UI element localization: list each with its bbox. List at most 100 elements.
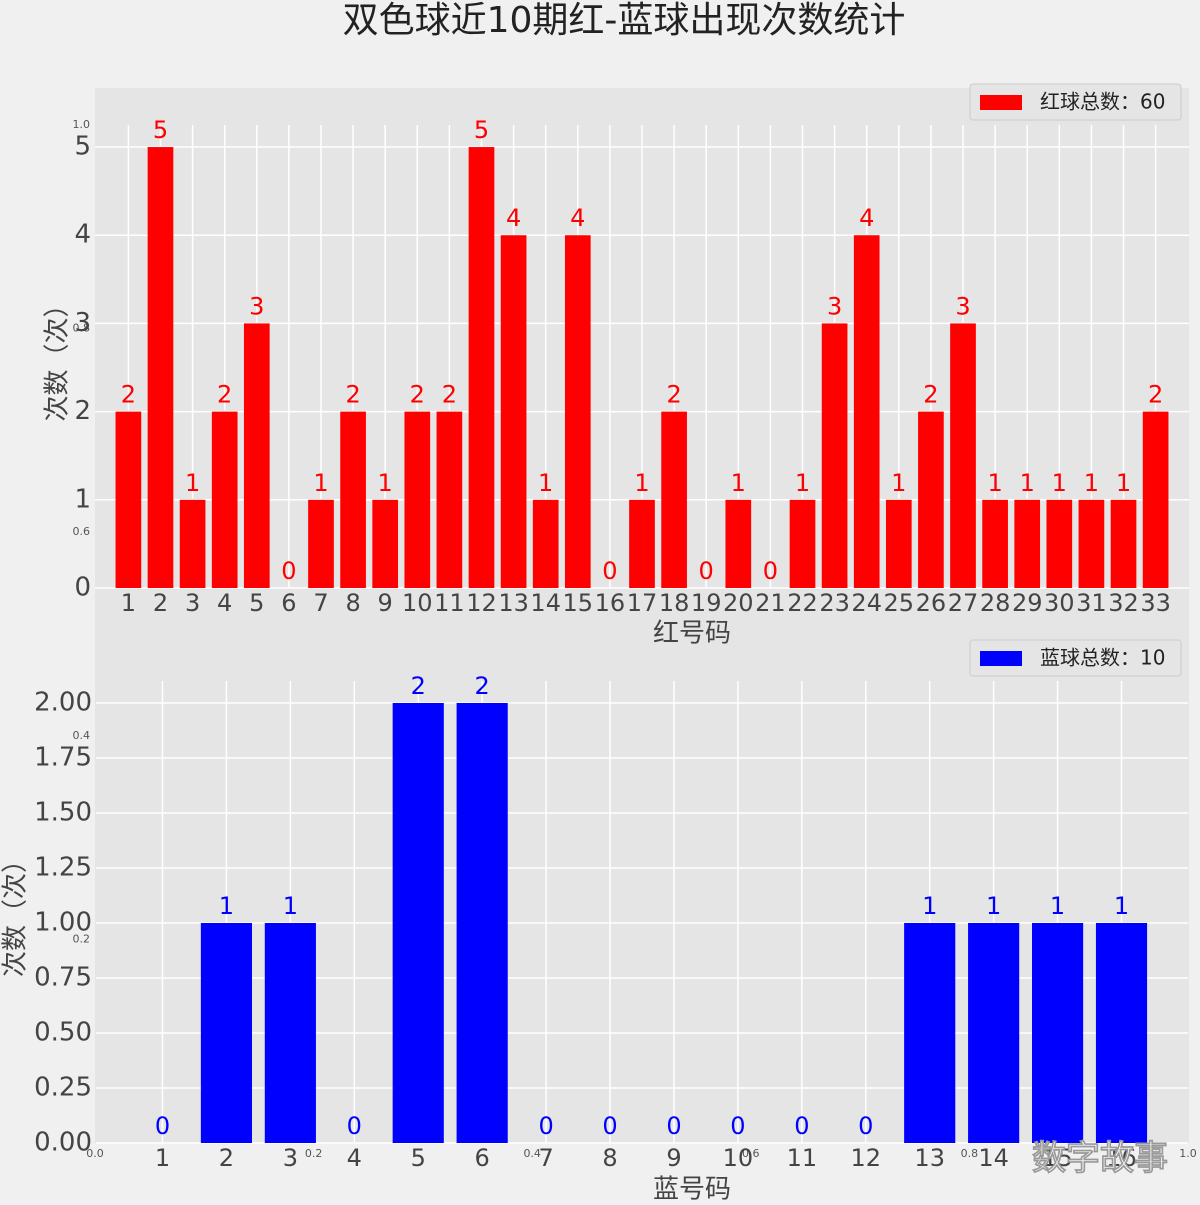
bar xyxy=(968,923,1020,1143)
bar xyxy=(904,923,956,1143)
bar xyxy=(789,499,816,588)
y-tick-label: 1.00 xyxy=(34,908,92,938)
value-label: 1 xyxy=(987,469,1002,497)
value-label: 2 xyxy=(475,672,490,700)
legend-label: 蓝球总数：10 xyxy=(1040,646,1165,670)
x-tick-label: 29 xyxy=(1012,589,1043,617)
x-tick-label: 6 xyxy=(281,589,296,617)
x-tick-label: 20 xyxy=(723,589,754,617)
bar xyxy=(661,411,687,588)
value-label: 1 xyxy=(313,469,328,497)
bg-y-tick-label: 0.6 xyxy=(73,525,91,538)
y-tick-label: 2 xyxy=(74,396,91,426)
value-label: 3 xyxy=(955,292,970,320)
x-tick-label: 15 xyxy=(563,589,594,617)
x-tick-label: 12 xyxy=(850,1144,881,1172)
x-tick-label: 10 xyxy=(402,589,433,617)
bar xyxy=(179,499,206,588)
y-tick-label: 1.75 xyxy=(34,743,92,773)
bar xyxy=(853,235,880,588)
legend-box xyxy=(969,83,1182,121)
value-label: 0 xyxy=(347,1112,362,1140)
value-label: 0 xyxy=(730,1112,745,1140)
value-label: 1 xyxy=(1052,469,1067,497)
legend-label: 红球总数：60 xyxy=(1040,90,1165,114)
value-label: 2 xyxy=(410,381,425,409)
value-label: 1 xyxy=(219,892,234,920)
x-tick-label: 1 xyxy=(155,1144,170,1172)
plot-area xyxy=(96,681,1188,1143)
y-axis-label: 次数（次） xyxy=(43,291,73,421)
value-label: 2 xyxy=(411,672,426,700)
y-tick-label: 1.25 xyxy=(34,853,92,883)
value-label: 1 xyxy=(986,892,1001,920)
x-tick-label: 22 xyxy=(787,589,818,617)
bar xyxy=(532,499,559,588)
bg-x-tick-label: 1.0 xyxy=(1179,1147,1197,1160)
value-label: 1 xyxy=(538,469,553,497)
x-tick-label: 30 xyxy=(1044,589,1075,617)
x-tick-label: 11 xyxy=(787,1144,818,1172)
bar xyxy=(1110,499,1137,588)
value-label: 1 xyxy=(891,469,906,497)
value-label: 0 xyxy=(281,557,296,585)
value-label: 5 xyxy=(474,116,489,144)
x-tick-label: 9 xyxy=(666,1144,681,1172)
value-label: 2 xyxy=(666,381,681,409)
value-label: 1 xyxy=(185,469,200,497)
value-label: 2 xyxy=(442,381,457,409)
x-tick-label: 5 xyxy=(411,1144,426,1172)
x-tick-label: 8 xyxy=(345,589,360,617)
bar xyxy=(982,499,1008,588)
x-tick-label: 12 xyxy=(466,589,497,617)
bg-x-tick-label: 0.6 xyxy=(742,1147,760,1160)
x-tick-label: 17 xyxy=(627,589,658,617)
x-axis-label: 红号码 xyxy=(653,619,731,649)
bar xyxy=(243,323,270,588)
bar xyxy=(456,703,508,1143)
value-label: 4 xyxy=(570,204,585,232)
value-label: 1 xyxy=(922,892,937,920)
value-label: 0 xyxy=(602,1112,617,1140)
value-label: 0 xyxy=(666,1112,681,1140)
value-label: 2 xyxy=(121,381,136,409)
x-tick-label: 16 xyxy=(1106,1144,1137,1172)
bar xyxy=(264,923,316,1143)
x-tick-label: 11 xyxy=(434,589,465,617)
bar xyxy=(200,923,252,1143)
bar xyxy=(564,235,591,588)
x-tick-label: 4 xyxy=(217,589,232,617)
value-label: 0 xyxy=(602,557,617,585)
value-label: 1 xyxy=(283,892,298,920)
bg-y-tick-label: 1.0 xyxy=(73,118,91,131)
legend-swatch xyxy=(980,651,1022,666)
bar xyxy=(372,499,399,588)
value-label: 5 xyxy=(153,116,168,144)
bar xyxy=(918,411,944,588)
bg-x-tick-label: 0.8 xyxy=(961,1147,979,1160)
bar xyxy=(1078,499,1105,588)
y-tick-label: 0.25 xyxy=(34,1073,92,1103)
watermark: 数字故事 xyxy=(1032,1139,1168,1179)
x-tick-label: 26 xyxy=(916,589,947,617)
x-tick-label: 2 xyxy=(153,589,168,617)
x-tick-label: 14 xyxy=(978,1144,1009,1172)
bar xyxy=(821,323,848,588)
value-label: 0 xyxy=(858,1112,873,1140)
value-label: 1 xyxy=(1114,892,1129,920)
value-label: 1 xyxy=(1020,469,1035,497)
y-axis-label: 次数（次） xyxy=(1,847,31,977)
bar xyxy=(436,411,463,588)
x-axis-label: 蓝号码 xyxy=(653,1175,731,1205)
value-label: 0 xyxy=(763,557,778,585)
value-label: 0 xyxy=(699,557,714,585)
bg-y-tick-label: 0.8 xyxy=(73,322,91,335)
x-tick-label: 13 xyxy=(914,1144,945,1172)
bar xyxy=(392,703,444,1143)
bg-y-tick-label: 0.2 xyxy=(73,932,91,945)
value-label: 4 xyxy=(859,204,874,232)
y-tick-label: 2.00 xyxy=(34,688,92,718)
bar xyxy=(629,499,655,588)
x-tick-label: 8 xyxy=(602,1144,617,1172)
x-tick-label: 2 xyxy=(219,1144,234,1172)
